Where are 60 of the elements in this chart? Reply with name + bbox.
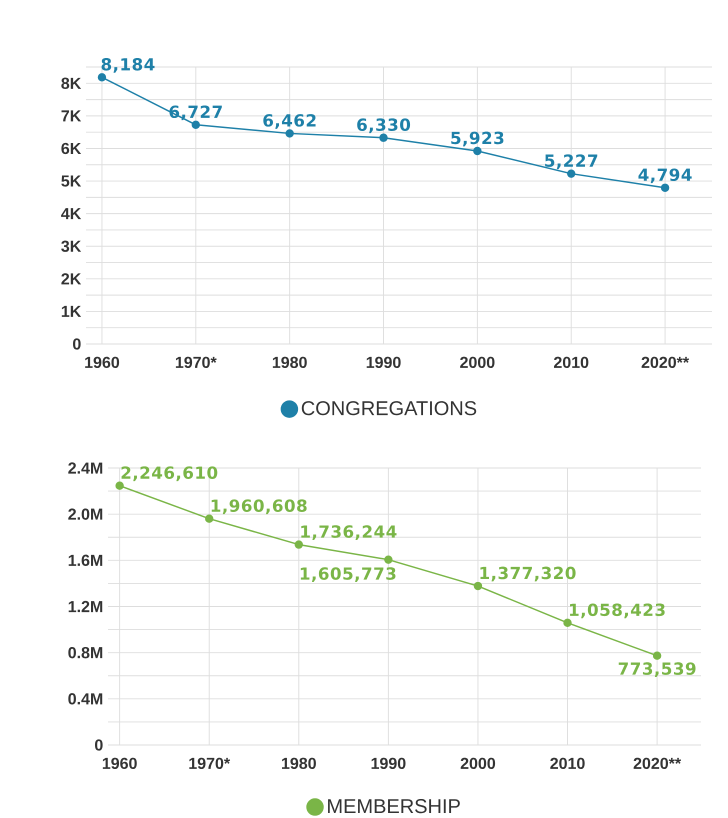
x-tick-label: 1970* <box>189 758 230 770</box>
data-label: 8,184 <box>102 58 155 73</box>
data-label: 2,246,610 <box>122 466 218 482</box>
x-tick-label: 1990 <box>366 356 401 368</box>
y-tick-label: 2.4M <box>68 462 102 474</box>
data-label: 6,330 <box>357 118 410 134</box>
x-tick-label: 1980 <box>282 758 316 770</box>
y-tick-label: 8K <box>61 78 82 89</box>
point <box>294 540 303 549</box>
x-tick-label: 2010 <box>550 758 585 770</box>
y-tick-label: 0.8M <box>68 647 102 658</box>
y-tick-label: 7K <box>62 110 82 122</box>
point <box>652 652 662 660</box>
x-tick-label: 2000 <box>460 356 494 368</box>
data-label: 6,727 <box>169 105 222 120</box>
x-tick-label: 2000 <box>460 758 496 770</box>
x-tick-label: 1960 <box>102 758 137 770</box>
legend-label: CONGREGATIONS <box>302 401 476 416</box>
data-label: 773,539 <box>618 662 696 678</box>
x-tick-label: 1970* <box>176 356 217 368</box>
point <box>379 134 388 142</box>
point <box>285 129 294 138</box>
y-tick-label: 0.4M <box>68 693 102 704</box>
point <box>192 120 200 129</box>
point <box>115 482 124 490</box>
data-label: 4,794 <box>638 168 692 184</box>
data-label: 5,227 <box>545 154 598 170</box>
y-tick-label: 2K <box>61 273 82 284</box>
point <box>474 582 482 590</box>
x-tick-label: 2010 <box>554 356 588 368</box>
data-label: 1,058,423 <box>570 603 665 618</box>
data-label: 1,377,320 <box>480 566 576 582</box>
x-tick-label: 1980 <box>272 356 307 368</box>
point <box>384 555 393 564</box>
data-label: 1,736,244 <box>301 525 396 540</box>
data-label: 5,923 <box>451 132 504 146</box>
y-tick-label: 0 <box>73 338 81 350</box>
y-tick-label: 0 <box>95 739 103 751</box>
point <box>660 184 670 192</box>
x-tick-label: 2020** <box>634 758 682 770</box>
y-tick-label: 2.0M <box>68 508 102 520</box>
x-tick-label: 1990 <box>372 758 406 770</box>
y-tick-label: 5K <box>61 175 82 187</box>
y-tick-label: 1.2M <box>68 600 102 612</box>
point <box>473 146 482 156</box>
x-tick-label: 1960 <box>85 356 120 368</box>
data-label: 6,462 <box>263 114 316 129</box>
point <box>563 618 572 628</box>
y-tick-label: 6K <box>61 142 82 154</box>
data-label: 1,605,773 <box>300 567 396 582</box>
y-tick-label: 1.6M <box>68 554 102 566</box>
point <box>205 514 214 523</box>
legend-label: MEMBERSHIP <box>328 799 460 814</box>
data-label: 1,960,608 <box>212 499 307 514</box>
point <box>98 73 106 82</box>
y-tick-label: 1K <box>62 306 82 317</box>
x-tick-label: 2020** <box>642 356 690 368</box>
y-tick-label: 3K <box>61 240 82 252</box>
point <box>567 169 576 178</box>
y-tick-label: 4K <box>61 208 82 220</box>
